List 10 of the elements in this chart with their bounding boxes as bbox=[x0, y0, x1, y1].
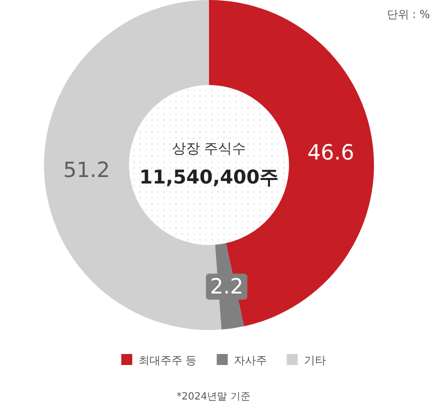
data-label: 2.2 bbox=[210, 274, 244, 299]
legend-label: 최대주주 등 bbox=[138, 354, 197, 367]
data-label: 51.2 bbox=[63, 158, 110, 182]
legend-label: 기타 bbox=[304, 354, 326, 367]
text: *2024년말 기준 bbox=[176, 392, 250, 402]
legend-label: 자사주 bbox=[234, 354, 267, 367]
text: 단위 : % bbox=[386, 8, 430, 21]
data-label: 46.6 bbox=[307, 140, 354, 164]
text: 11,540,400주 bbox=[139, 166, 279, 189]
text: 상장 주식수 bbox=[172, 140, 246, 157]
